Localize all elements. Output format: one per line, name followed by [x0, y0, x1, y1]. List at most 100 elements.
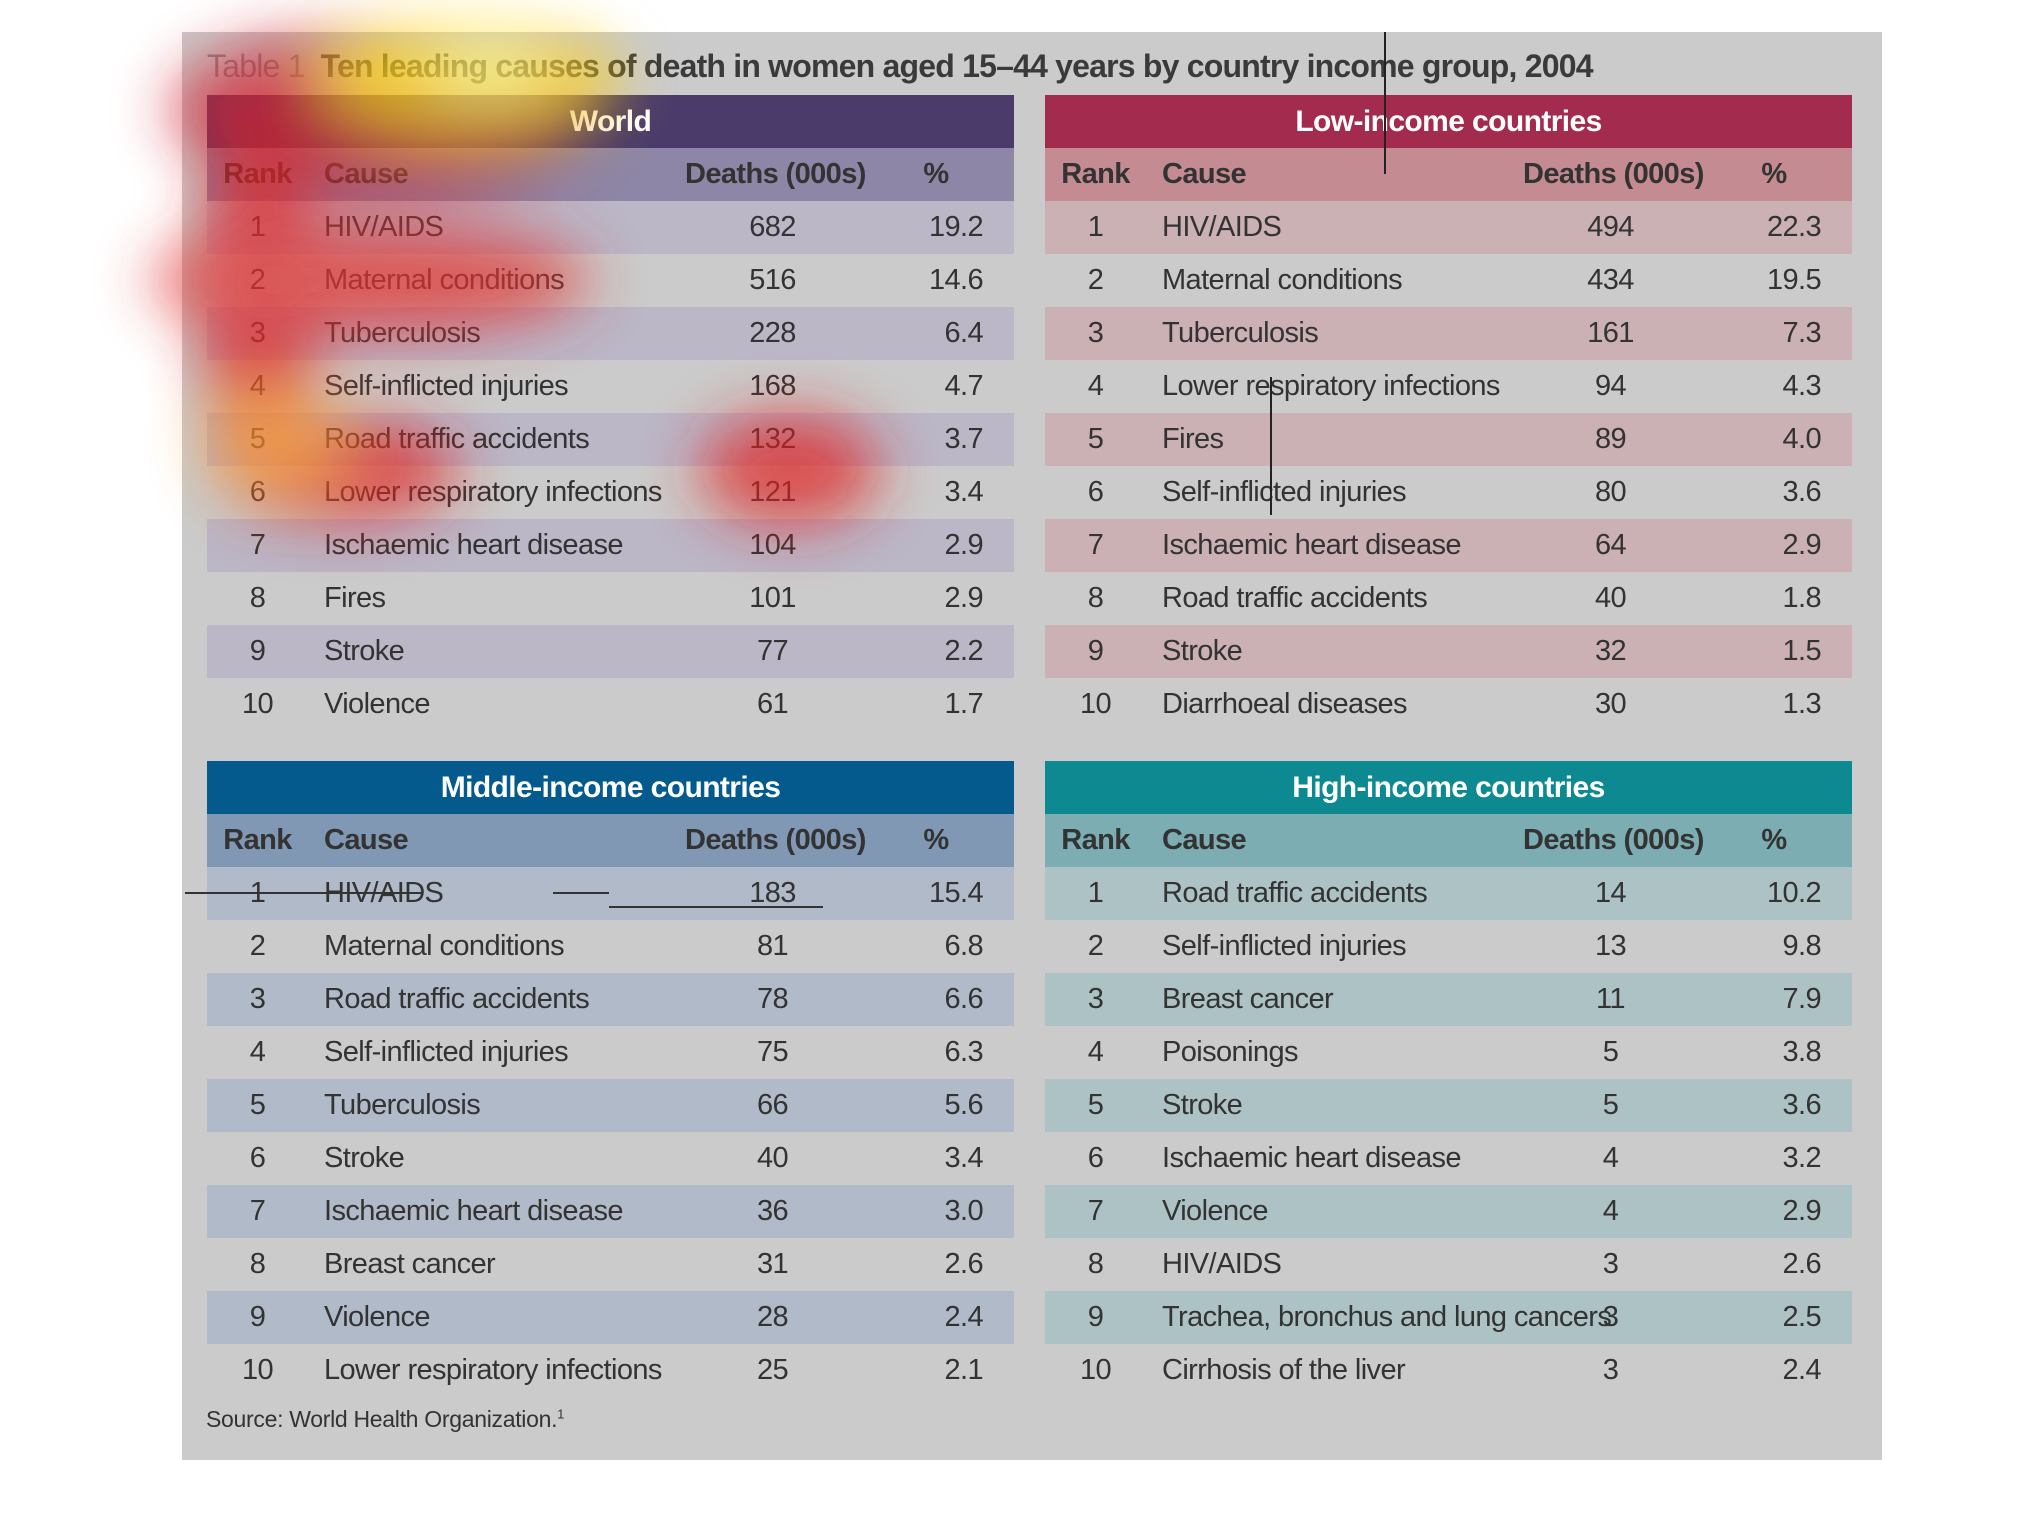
source-footnote: 1 — [557, 1406, 565, 1422]
deaths-cell: 75 — [756, 1036, 789, 1068]
deaths-cell: 80 — [1594, 476, 1627, 508]
cause-cell: Lower respiratory infections — [1162, 370, 1500, 402]
rank-cell: 3 — [249, 983, 266, 1015]
percent-cell: 6.8 — [944, 930, 983, 962]
table-row: 7 Ischaemic heart disease 104 2.9 — [207, 519, 1014, 572]
percent-cell: 2.9 — [944, 582, 983, 614]
percent-cell: 7.3 — [1782, 317, 1821, 349]
table-row: 2 Maternal conditions 81 6.8 — [207, 920, 1014, 973]
table-row: 2 Maternal conditions 516 14.6 — [207, 254, 1014, 307]
column-header-row: Rank Cause Deaths (000s)% — [1045, 814, 1852, 867]
percent-cell: 4.3 — [1782, 370, 1821, 402]
percent-cell: 2.4 — [944, 1301, 983, 1333]
rank-cell: 5 — [249, 1089, 266, 1121]
deaths-cell: 36 — [756, 1195, 789, 1227]
table-row: 5 Tuberculosis 66 5.6 — [207, 1079, 1014, 1132]
table-row: 3 Road traffic accidents 78 6.6 — [207, 973, 1014, 1026]
deaths-cell: 4 — [1602, 1142, 1619, 1174]
deaths-cell: 183 — [749, 877, 796, 909]
percent-cell: 9.8 — [1782, 930, 1821, 962]
rank-cell: 1 — [1087, 877, 1104, 909]
deaths-cell: 228 — [749, 317, 796, 349]
rank-cell: 8 — [1087, 1248, 1104, 1280]
table-row: 4 Self-inflicted injuries 75 6.3 — [207, 1026, 1014, 1079]
deaths-cell: 3 — [1602, 1354, 1619, 1386]
cause-cell: Ischaemic heart disease — [1162, 1142, 1462, 1174]
deaths-cell: 682 — [749, 211, 796, 243]
percent-cell: 3.8 — [1782, 1036, 1821, 1068]
rank-column-header: Rank — [223, 824, 292, 856]
table-row: 4 Lower respiratory infections 94 4.3 — [1045, 360, 1852, 413]
cause-cell: Fires — [1162, 423, 1224, 455]
deaths-cell: 5 — [1602, 1036, 1619, 1068]
percent-column-header: % — [923, 158, 949, 190]
deaths-cell: 78 — [756, 983, 789, 1015]
percent-cell: 15.4 — [928, 877, 984, 909]
deaths-cell: 101 — [749, 582, 796, 614]
rank-cell: 8 — [1087, 582, 1104, 614]
percent-cell: 5.6 — [944, 1089, 983, 1121]
percent-cell: 22.3 — [1766, 211, 1822, 243]
percent-cell: 19.5 — [1766, 264, 1822, 296]
percent-cell: 2.1 — [944, 1354, 983, 1386]
percent-cell: 1.7 — [944, 688, 983, 720]
cause-cell: Maternal conditions — [1162, 264, 1403, 296]
cause-cell: Self-inflicted injuries — [324, 1036, 569, 1068]
rank-column-header: Rank — [1061, 158, 1130, 190]
deaths-cell: 4 — [1602, 1195, 1619, 1227]
percent-column-header: % — [1761, 824, 1787, 856]
cause-cell: Self-inflicted injuries — [1162, 930, 1407, 962]
cause-cell: Road traffic accidents — [324, 983, 590, 1015]
cause-cell: Diarrhoeal diseases — [1162, 688, 1408, 720]
deaths-cell: 77 — [756, 635, 789, 667]
rank-cell: 4 — [249, 370, 266, 402]
source-text: Source: World Health Organization. — [206, 1406, 558, 1432]
rank-cell: 7 — [1087, 1195, 1104, 1227]
cause-cell: Self-inflicted injuries — [1162, 476, 1407, 508]
cause-cell: Tuberculosis — [1162, 317, 1319, 349]
table-row: 4 Self-inflicted injuries 168 4.7 — [207, 360, 1014, 413]
table-row: 8 Fires 101 2.9 — [207, 572, 1014, 625]
table-row: 6 Ischaemic heart disease 4 3.2 — [1045, 1132, 1852, 1185]
rank-cell: 10 — [1079, 688, 1112, 720]
percent-cell: 3.6 — [1782, 1089, 1821, 1121]
cause-cell: Violence — [324, 688, 431, 720]
low-table-heading: Low-income countries — [1045, 95, 1852, 148]
table-row: 4 Poisonings 5 3.8 — [1045, 1026, 1852, 1079]
rank-cell: 5 — [1087, 423, 1104, 455]
cause-cell: Cirrhosis of the liver — [1162, 1354, 1406, 1386]
percent-cell: 2.9 — [1782, 529, 1821, 561]
rank-cell: 10 — [1079, 1354, 1112, 1386]
high-income-table: High-income countries Rank Cause Deaths (00… — [1045, 761, 1852, 1397]
rank-cell: 6 — [249, 1142, 266, 1174]
table-number: Table 1 — [207, 48, 305, 84]
table-row: 7 Ischaemic heart disease 64 2.9 — [1045, 519, 1852, 572]
cause-cell: HIV/AIDS — [324, 211, 444, 243]
table-row: 3 Tuberculosis 228 6.4 — [207, 307, 1014, 360]
table-row: 5 Stroke 5 3.6 — [1045, 1079, 1852, 1132]
table-panel: Table 1 Ten leading causes of death in wo… — [182, 32, 1882, 1460]
table-row: 1 HIV/AIDS 682 19.2 — [207, 201, 1014, 254]
rank-cell: 7 — [249, 529, 266, 561]
deaths-column-header: Deaths (000s) — [1523, 824, 1704, 856]
deaths-column-header: Deaths (000s) — [1523, 158, 1704, 190]
cause-column-header: Cause — [324, 824, 409, 856]
cause-cell: Trachea, bronchus and lung cancers — [1162, 1301, 1612, 1333]
rank-cell: 10 — [241, 688, 274, 720]
deaths-cell: 94 — [1594, 370, 1627, 402]
cause-cell: Breast cancer — [324, 1248, 496, 1280]
table-row: 2 Self-inflicted injuries 13 9.8 — [1045, 920, 1852, 973]
deaths-cell: 494 — [1587, 211, 1634, 243]
deaths-cell: 66 — [756, 1089, 789, 1121]
percent-cell: 3.2 — [1782, 1142, 1821, 1174]
deaths-cell: 32 — [1594, 635, 1627, 667]
deaths-cell: 121 — [749, 476, 796, 508]
table-row: 10 Diarrhoeal diseases 30 1.3 — [1045, 678, 1852, 731]
rank-cell: 4 — [249, 1036, 266, 1068]
world-table: World Rank Cause Deaths (000s)% 1 HIV/AIDS 682… — [207, 95, 1014, 731]
percent-cell: 1.5 — [1782, 635, 1821, 667]
cause-cell: HIV/AIDS — [1162, 211, 1282, 243]
deaths-cell: 61 — [756, 688, 789, 720]
table-row: 9 Trachea, bronchus and lung cancers 3 2.5 — [1045, 1291, 1852, 1344]
deaths-column-header: Deaths (000s) — [685, 158, 866, 190]
